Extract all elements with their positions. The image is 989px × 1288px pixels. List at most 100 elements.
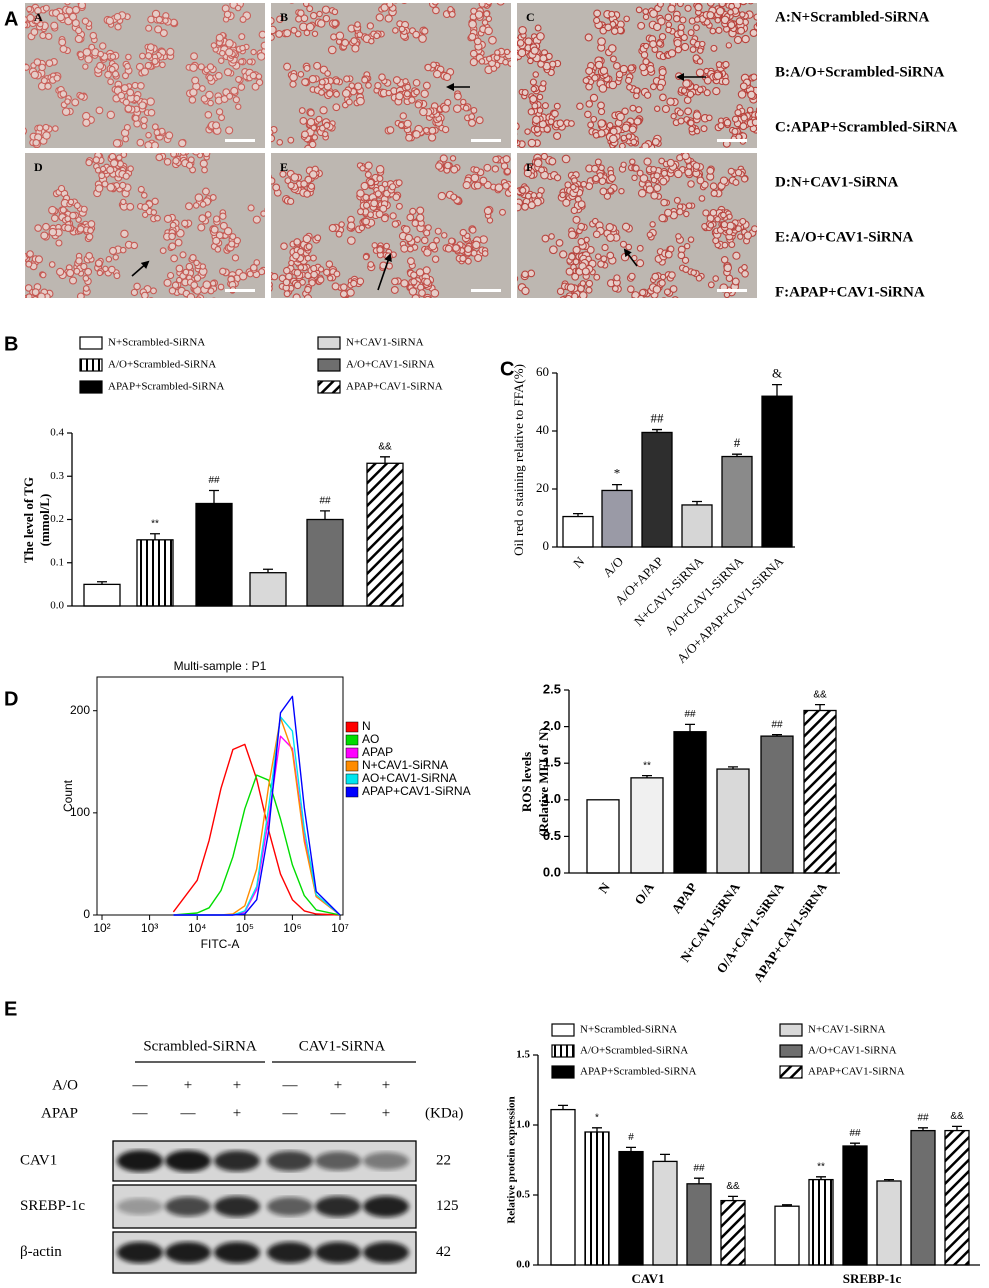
cell (132, 114, 140, 122)
cell (260, 41, 265, 50)
cell (687, 180, 695, 188)
cell (300, 14, 309, 23)
cell (633, 117, 642, 126)
cell (356, 277, 365, 286)
cell (395, 202, 403, 210)
cell (646, 231, 654, 238)
band-name: CAV1 (20, 1152, 57, 1168)
cell (85, 252, 93, 260)
y-axis-label: ROS levels (519, 752, 534, 812)
chart-title: Multi-sample : P1 (174, 659, 267, 673)
legend-swatch (345, 773, 359, 785)
cell (88, 43, 96, 51)
cell (271, 285, 273, 292)
cell (430, 61, 437, 69)
cell (333, 270, 341, 278)
cell (741, 34, 750, 44)
cell (154, 25, 163, 34)
cell (189, 88, 198, 97)
cell (421, 27, 429, 35)
cell (618, 142, 626, 148)
cell (210, 225, 219, 234)
cell (627, 64, 635, 72)
cell (101, 180, 109, 188)
cell (698, 195, 706, 202)
cell (331, 8, 339, 16)
cell (289, 72, 298, 82)
cell (358, 224, 366, 232)
cell (289, 3, 295, 4)
cell (375, 13, 384, 22)
cell (741, 264, 748, 271)
cell (192, 202, 200, 209)
cell (592, 230, 601, 239)
cell (205, 297, 207, 298)
error-bar (692, 500, 702, 505)
significance-label: ## (319, 495, 331, 506)
cell (150, 287, 157, 295)
cell (186, 293, 196, 298)
cell (677, 23, 685, 31)
error-bar (732, 453, 742, 457)
cell (594, 253, 602, 260)
cell (681, 256, 690, 264)
cell (568, 230, 577, 240)
cell (303, 190, 311, 198)
cell (237, 83, 246, 91)
significance-label: # (628, 1132, 634, 1143)
cell (474, 253, 483, 263)
cell (50, 214, 59, 223)
cell (198, 214, 207, 223)
cell (42, 222, 50, 231)
image-letter: C (526, 10, 535, 24)
legend-swatch (317, 358, 341, 372)
cell (741, 269, 749, 278)
cell (413, 236, 421, 243)
cell (653, 183, 662, 193)
cell (370, 199, 379, 208)
cell (731, 127, 739, 136)
cell (452, 104, 462, 113)
cell (30, 28, 39, 36)
cell (494, 183, 504, 193)
cell (591, 74, 599, 82)
cell (637, 294, 645, 298)
cell (209, 194, 217, 201)
cell (306, 117, 316, 127)
cell (586, 245, 595, 254)
cell (210, 42, 218, 49)
cell (707, 281, 715, 289)
cell (107, 78, 114, 86)
cell (432, 6, 440, 15)
cell (692, 162, 701, 170)
bar (808, 1178, 834, 1266)
cell (322, 130, 329, 138)
blot-band (214, 1196, 260, 1217)
cell (608, 134, 618, 144)
cell (279, 170, 287, 178)
cell (656, 83, 664, 91)
cell (681, 153, 690, 161)
cell (418, 289, 426, 297)
cell (444, 161, 452, 170)
cell (532, 71, 539, 78)
bar (876, 1180, 902, 1266)
cell (144, 52, 153, 60)
cell (643, 91, 652, 99)
y-tick-label: 20 (536, 480, 549, 495)
cell (326, 89, 334, 98)
cell (189, 63, 198, 72)
cell (55, 239, 63, 247)
cell (230, 86, 239, 95)
cell (435, 162, 443, 170)
error-bar (884, 1178, 894, 1181)
arrow (623, 248, 638, 267)
error-bar (642, 774, 652, 778)
cell (584, 110, 592, 119)
cell (603, 192, 612, 200)
blot-band (117, 1198, 163, 1215)
cell (536, 192, 543, 199)
cell (305, 22, 315, 32)
cell (202, 187, 210, 196)
